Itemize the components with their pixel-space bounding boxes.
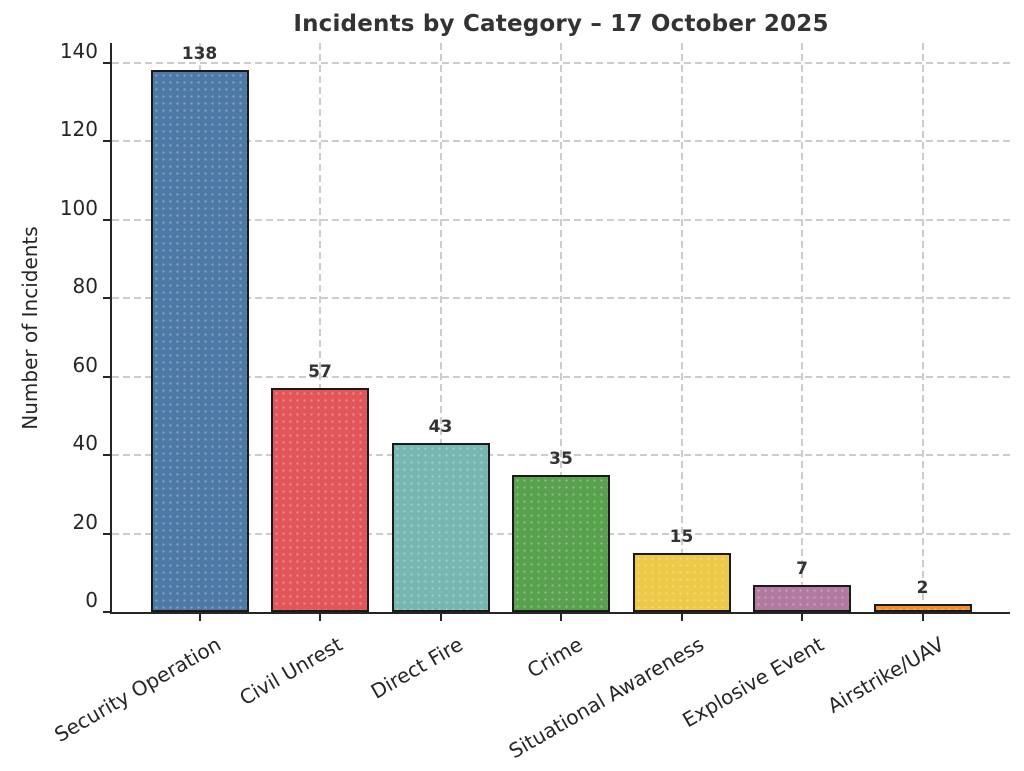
x-tick-mark (680, 614, 683, 621)
plot-area: 0 20 40 60 80 100 120 140 138 Security Operation 5… (51, 39, 1010, 763)
y-tick-label: 80 (72, 274, 98, 299)
y-tick-mark (103, 611, 110, 613)
y-tick-label: 100 (59, 195, 98, 220)
x-axis-line (110, 612, 1010, 614)
y-tick-mark (103, 218, 110, 221)
bar-civil-unrest (271, 388, 369, 612)
bar-value-label-airstrike-uav: 2 (916, 578, 929, 599)
v-gridline-situational-awareness (680, 43, 683, 612)
bar-value-label-civil-unrest: 57 (308, 362, 332, 383)
bar-crime (512, 474, 610, 612)
y-tick-label: 120 (59, 117, 98, 142)
bar-situational-awareness (632, 553, 731, 612)
y-tick-label: 40 (72, 431, 98, 456)
bar-value-label-situational-awareness: 15 (669, 527, 694, 548)
x-tick-mark (921, 614, 924, 621)
y-tick-mark (103, 140, 110, 143)
bar-value-label-crime: 35 (549, 448, 573, 469)
y-tick-mark (103, 375, 110, 378)
x-tick-label-crime: Crime (523, 632, 587, 683)
x-tick-label-airstrike-uav: Airstrike/UAV (823, 632, 949, 718)
y-tick-mark (103, 532, 110, 535)
v-gridline-airstrike-uav (921, 43, 924, 612)
x-tick-mark (439, 614, 442, 621)
x-tick-mark (801, 614, 803, 621)
x-tick-label-direct-fire: Direct Fire (366, 632, 467, 704)
x-tick-mark (319, 614, 321, 621)
x-tick-label-situational-awareness: Situational Awareness (504, 632, 708, 764)
y-tick-label: 20 (72, 509, 98, 534)
y-tick-mark (103, 61, 110, 64)
bar-explosive-event (753, 584, 851, 612)
chart-title: Incidents by Category – 17 October 2025 (293, 11, 829, 37)
bar-value-label-security-operation: 138 (181, 44, 218, 65)
y-tick-label: 0 (85, 588, 98, 612)
y-axis-label: Number of Incidents (18, 226, 42, 430)
bar-security-operation (150, 70, 249, 612)
bar-value-label-explosive-event: 7 (796, 558, 808, 579)
v-gridline-direct-fire (439, 43, 442, 612)
v-gridline-crime (560, 43, 562, 612)
v-gridline-civil-unrest (319, 43, 321, 612)
bar-value-label-direct-fire: 43 (428, 417, 453, 438)
x-tick-label-security-operation: Security Operation (50, 632, 226, 747)
x-tick-mark (560, 614, 562, 621)
y-tick-mark (103, 454, 110, 457)
x-tick-label-civil-unrest: Civil Unrest (234, 632, 346, 711)
x-tick-mark (198, 614, 201, 621)
bar-airstrike-uav (873, 604, 972, 612)
y-tick-label: 60 (72, 352, 98, 377)
v-gridline-explosive-event (801, 43, 803, 612)
bar-direct-fire (391, 443, 490, 612)
y-tick-label: 140 (59, 38, 98, 63)
y-tick-mark (103, 297, 110, 300)
y-axis-line (110, 43, 112, 614)
